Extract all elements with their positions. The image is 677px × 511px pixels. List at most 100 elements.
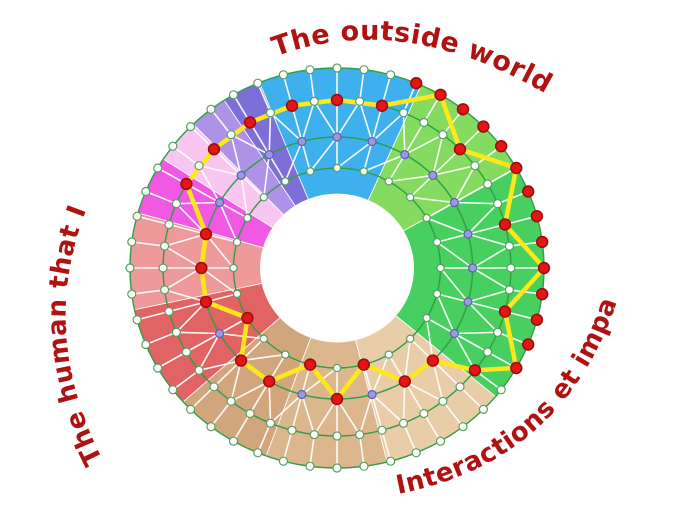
selected-node[interactable] — [243, 116, 257, 129]
selected-node[interactable] — [410, 76, 423, 90]
wheel-node[interactable] — [206, 422, 216, 432]
wheel-node[interactable] — [332, 163, 342, 173]
wheel-node[interactable] — [504, 285, 514, 295]
wheel-node[interactable] — [264, 150, 274, 160]
wheel-node[interactable] — [259, 334, 268, 343]
wheel-node[interactable] — [468, 263, 478, 273]
wheel-node[interactable] — [449, 197, 459, 208]
wheel-node[interactable] — [243, 213, 252, 223]
wheel-node[interactable] — [297, 389, 307, 400]
wheel-node[interactable] — [194, 161, 204, 171]
wheel-node[interactable] — [463, 229, 473, 239]
selected-node[interactable] — [330, 392, 344, 406]
wheel-node[interactable] — [228, 436, 239, 446]
wheel-node[interactable] — [432, 237, 442, 247]
selected-node[interactable] — [521, 185, 535, 198]
wheel-node[interactable] — [359, 167, 368, 176]
selected-node[interactable] — [241, 311, 254, 325]
selected-node[interactable] — [510, 161, 523, 175]
wheel-node[interactable] — [377, 425, 387, 435]
wheel-node[interactable] — [141, 339, 151, 350]
wheel-node[interactable] — [287, 425, 297, 435]
selected-node[interactable] — [398, 375, 411, 388]
wheel-node[interactable] — [153, 163, 163, 173]
wheel-node[interactable] — [332, 463, 342, 473]
selected-node[interactable] — [535, 235, 549, 249]
wheel-node[interactable] — [209, 382, 219, 392]
wheel-node[interactable] — [332, 132, 342, 142]
selected-node[interactable] — [535, 287, 549, 301]
wheel-node[interactable] — [281, 177, 290, 186]
wheel-node[interactable] — [226, 130, 236, 140]
wheel-node[interactable] — [132, 211, 142, 221]
wheel-node[interactable] — [406, 334, 415, 343]
wheel-node[interactable] — [253, 448, 263, 458]
wheel-node[interactable] — [306, 167, 315, 176]
wheel-node[interactable] — [422, 313, 431, 323]
wheel-node[interactable] — [455, 382, 465, 392]
selected-node[interactable] — [234, 354, 248, 367]
selected-node[interactable] — [434, 88, 447, 102]
wheel-node[interactable] — [228, 90, 239, 100]
wheel-node[interactable] — [309, 430, 319, 440]
selected-node[interactable] — [468, 364, 482, 377]
wheel-node[interactable] — [160, 285, 170, 295]
wheel-node[interactable] — [386, 70, 396, 80]
wheel-node[interactable] — [367, 389, 377, 400]
wheel-node[interactable] — [245, 408, 255, 419]
wheel-node[interactable] — [483, 347, 493, 357]
wheel-node[interactable] — [506, 263, 516, 273]
wheel-node[interactable] — [438, 396, 448, 406]
selected-node[interactable] — [498, 305, 512, 318]
wheel-node[interactable] — [384, 177, 393, 186]
wheel-node[interactable] — [419, 408, 429, 419]
wheel-node[interactable] — [186, 121, 196, 132]
wheel-node[interactable] — [422, 213, 431, 223]
selected-node[interactable] — [263, 375, 276, 388]
wheel-node[interactable] — [265, 108, 276, 118]
wheel-node[interactable] — [194, 365, 204, 375]
wheel-node[interactable] — [236, 170, 246, 180]
selected-node[interactable] — [330, 93, 344, 107]
wheel-node[interactable] — [355, 96, 365, 107]
wheel-node[interactable] — [127, 289, 137, 299]
wheel-node[interactable] — [305, 65, 315, 75]
selected-node[interactable] — [199, 227, 213, 241]
wheel-node[interactable] — [232, 237, 242, 247]
wheel-node[interactable] — [125, 263, 135, 273]
wheel-node[interactable] — [332, 431, 342, 441]
selected-node[interactable] — [304, 358, 317, 371]
wheel-node[interactable] — [229, 263, 238, 273]
wheel-node[interactable] — [232, 289, 242, 299]
wheel-node[interactable] — [458, 422, 468, 432]
wheel-node[interactable] — [436, 263, 445, 273]
selected-node[interactable] — [180, 177, 193, 191]
selected-node[interactable] — [510, 361, 523, 375]
wheel-node[interactable] — [332, 63, 342, 73]
selected-node[interactable] — [375, 99, 389, 112]
selected-node[interactable] — [495, 140, 508, 153]
selected-node[interactable] — [357, 358, 370, 371]
selected-node[interactable] — [207, 143, 221, 156]
wheel-node[interactable] — [171, 327, 181, 337]
wheel-node[interactable] — [164, 306, 174, 317]
wheel-node[interactable] — [355, 430, 365, 440]
wheel-node[interactable] — [478, 404, 488, 414]
wheel-node[interactable] — [171, 199, 181, 209]
wheel-node[interactable] — [160, 241, 170, 251]
wheel-node[interactable] — [278, 70, 288, 80]
selected-node[interactable] — [530, 210, 544, 223]
wheel-node[interactable] — [483, 179, 493, 189]
wheel-node[interactable] — [309, 96, 319, 107]
selected-node[interactable] — [199, 295, 213, 309]
wheel-node[interactable] — [226, 396, 236, 406]
selected-node[interactable] — [195, 261, 208, 275]
wheel-node[interactable] — [419, 117, 429, 128]
wheel-node[interactable] — [406, 193, 415, 202]
wheel-node[interactable] — [367, 136, 377, 147]
wheel-node[interactable] — [132, 315, 142, 325]
wheel-node[interactable] — [186, 404, 196, 414]
wheel-node[interactable] — [470, 161, 480, 171]
wheel-node[interactable] — [384, 350, 393, 359]
selected-node[interactable] — [530, 313, 544, 326]
